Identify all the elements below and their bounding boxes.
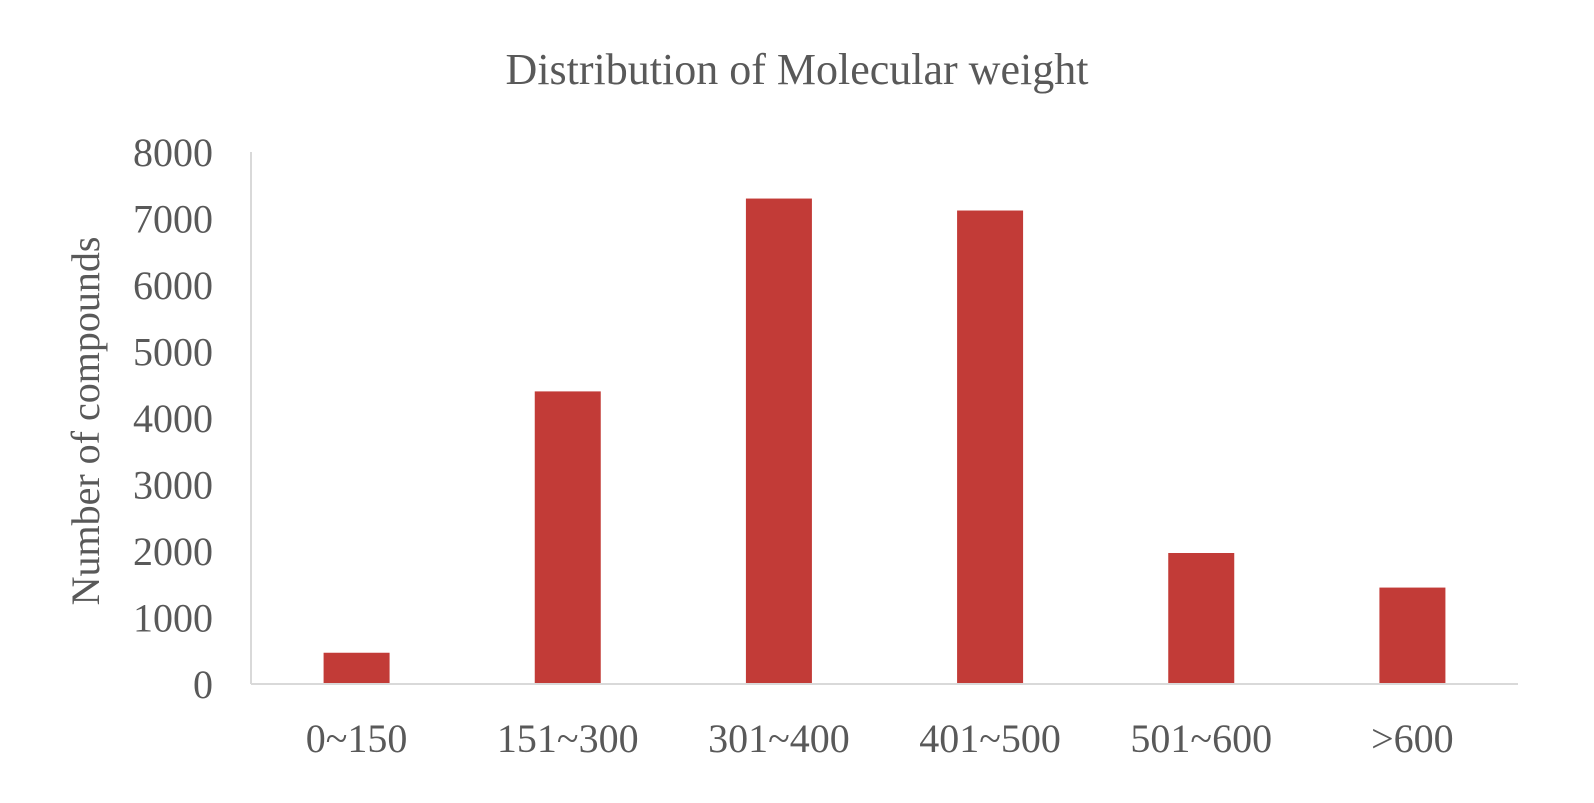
bar <box>745 198 812 685</box>
y-tick-label: 8000 <box>133 130 213 175</box>
x-category-label: 0~150 <box>306 716 408 761</box>
y-tick-label: 5000 <box>133 330 213 375</box>
chart-title: Distribution of Molecular weight <box>506 45 1089 94</box>
y-tick-label: 6000 <box>133 263 213 308</box>
y-tick-label: 7000 <box>133 197 213 242</box>
bar <box>957 210 1024 684</box>
y-tick-label: 3000 <box>133 463 213 508</box>
bar <box>1168 552 1235 684</box>
y-tick-label: 0 <box>193 662 213 707</box>
bar <box>1379 587 1446 684</box>
x-category-label: 151~300 <box>497 716 639 761</box>
y-axis-title: Number of compounds <box>63 237 108 606</box>
y-tick-label: 1000 <box>133 596 213 641</box>
bar <box>534 391 601 684</box>
x-axis-labels: 0~150 151~300 301~400 401~500 501~600 >600 <box>306 716 1454 761</box>
x-category-label: 501~600 <box>1130 716 1272 761</box>
bars-group <box>323 198 1446 685</box>
x-category-label: 401~500 <box>919 716 1061 761</box>
y-tick-label: 2000 <box>133 529 213 574</box>
x-category-label: >600 <box>1371 716 1454 761</box>
y-tick-label: 4000 <box>133 396 213 441</box>
x-category-label: 301~400 <box>708 716 850 761</box>
y-axis-ticks: 0 1000 2000 3000 4000 5000 6000 7000 8000 <box>133 130 213 707</box>
bar <box>323 652 390 684</box>
